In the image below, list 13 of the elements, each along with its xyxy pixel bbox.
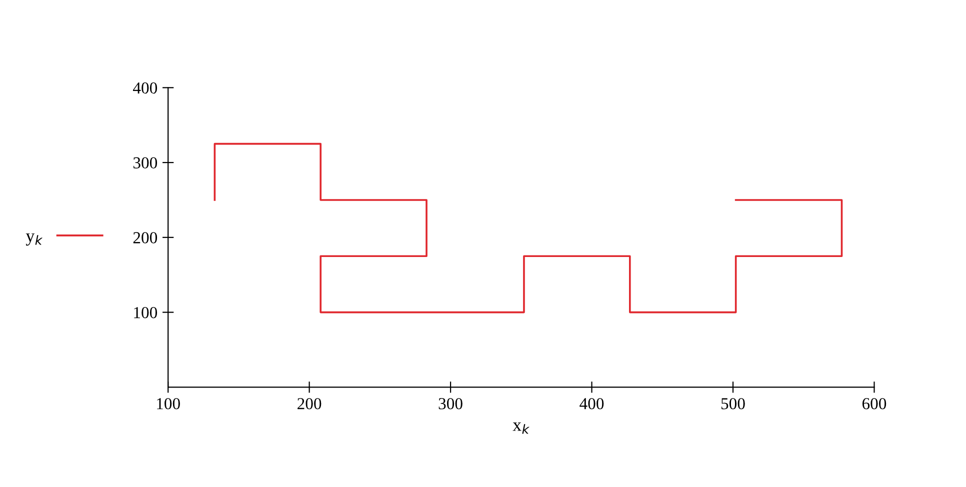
x-tick-label: 200 [298,398,322,410]
x-tick-label: 600 [862,398,886,410]
line-series [214,142,843,314]
y-tick-label: 400 [132,82,158,94]
x-axis-title: x$_{k}$ [512,422,530,434]
x-tick-label: 400 [580,398,604,410]
x-tick-label: 100 [157,398,180,410]
x-tick-label: 300 [438,398,462,410]
y-tick-label: 200 [133,232,158,244]
x-tick-label: 500 [721,398,745,410]
y-tick-label: 100 [134,306,158,318]
legend-label: y$_{k}$ [26,233,43,246]
y-tick-label: 300 [133,157,158,168]
